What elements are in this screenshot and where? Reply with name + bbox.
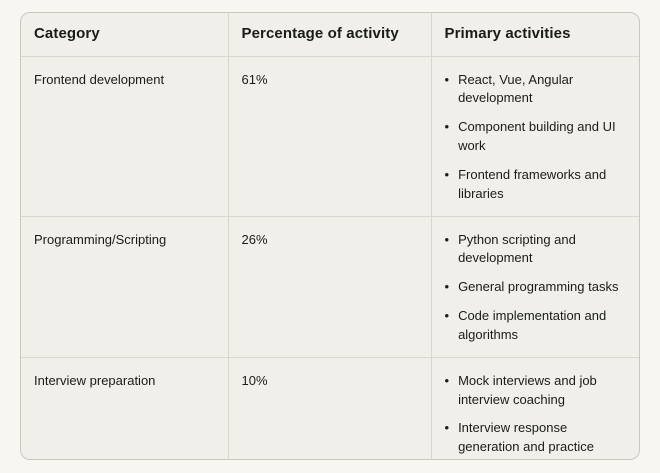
bullet-icon: • bbox=[444, 119, 450, 135]
activity-text: Python scripting and development bbox=[458, 231, 576, 266]
percentage-cell: 10% bbox=[227, 356, 431, 459]
activity-item: • Frontend frameworks and libraries bbox=[445, 166, 626, 204]
activity-text: Interview response generation and practi… bbox=[458, 420, 594, 455]
activity-item: • Component building and UI work bbox=[445, 118, 626, 156]
activity-item: • React, Vue, Angular development bbox=[445, 71, 626, 109]
activity-text: Mock interviews and job interview coachi… bbox=[458, 372, 597, 407]
activity-list: • Python scripting and development • Gener… bbox=[445, 231, 626, 345]
activity-table-container: Category Percentage of activity Primary … bbox=[20, 12, 640, 460]
activity-table: Category Percentage of activity Primary … bbox=[21, 13, 639, 459]
percentage-cell: 26% bbox=[227, 215, 431, 358]
column-header-category: Category bbox=[34, 25, 100, 42]
activity-item: • Mock interviews and job interview coach… bbox=[445, 372, 626, 410]
table-row: Programming/Scripting 26% • Python script… bbox=[21, 215, 639, 358]
activity-item: • Code implementation and algorithms bbox=[445, 307, 626, 345]
bullet-icon: • bbox=[444, 166, 450, 182]
bullet-icon: • bbox=[444, 279, 450, 295]
activity-item: • Python scripting and development bbox=[445, 231, 626, 269]
header-row: Category Percentage of activity Primary … bbox=[21, 13, 639, 56]
bullet-icon: • bbox=[444, 308, 450, 324]
activity-text: General programming tasks bbox=[458, 279, 619, 295]
percentage-cell: 61% bbox=[227, 55, 431, 217]
activity-item: • Interview response generation and pract… bbox=[445, 419, 626, 457]
activity-text: React, Vue, Angular development bbox=[458, 71, 574, 106]
column-header-percentage: Percentage of activity bbox=[227, 13, 431, 56]
activities-cell: • Python scripting and development • Gener… bbox=[430, 215, 639, 358]
bullet-icon: • bbox=[444, 71, 450, 87]
bullet-icon: • bbox=[444, 420, 450, 436]
column-header-primary-activities: Primary activities bbox=[430, 13, 639, 56]
activities-cell: • Mock interviews and job interview coach… bbox=[430, 356, 639, 459]
category-cell: Interview preparation bbox=[21, 356, 228, 459]
table-row: Interview preparation 10% • Mock intervie… bbox=[21, 356, 639, 459]
bullet-icon: • bbox=[444, 372, 450, 388]
activity-text: Component building and UI work bbox=[458, 119, 616, 154]
category-cell: Frontend development bbox=[21, 55, 228, 217]
activity-text: Frontend frameworks and libraries bbox=[458, 166, 607, 201]
table-row: Frontend development 61% • React, Vue, An… bbox=[21, 55, 639, 217]
activity-item: • General programming tasks bbox=[445, 278, 626, 297]
category-cell: Programming/Scripting bbox=[21, 215, 228, 358]
activity-list: • React, Vue, Angular development • Compon… bbox=[445, 71, 626, 204]
activity-text: Code implementation and algorithms bbox=[458, 308, 607, 342]
activity-list: • Mock interviews and job interview coach… bbox=[445, 372, 626, 457]
bullet-icon: • bbox=[444, 231, 450, 247]
activities-cell: • React, Vue, Angular development • Compon… bbox=[430, 55, 639, 217]
